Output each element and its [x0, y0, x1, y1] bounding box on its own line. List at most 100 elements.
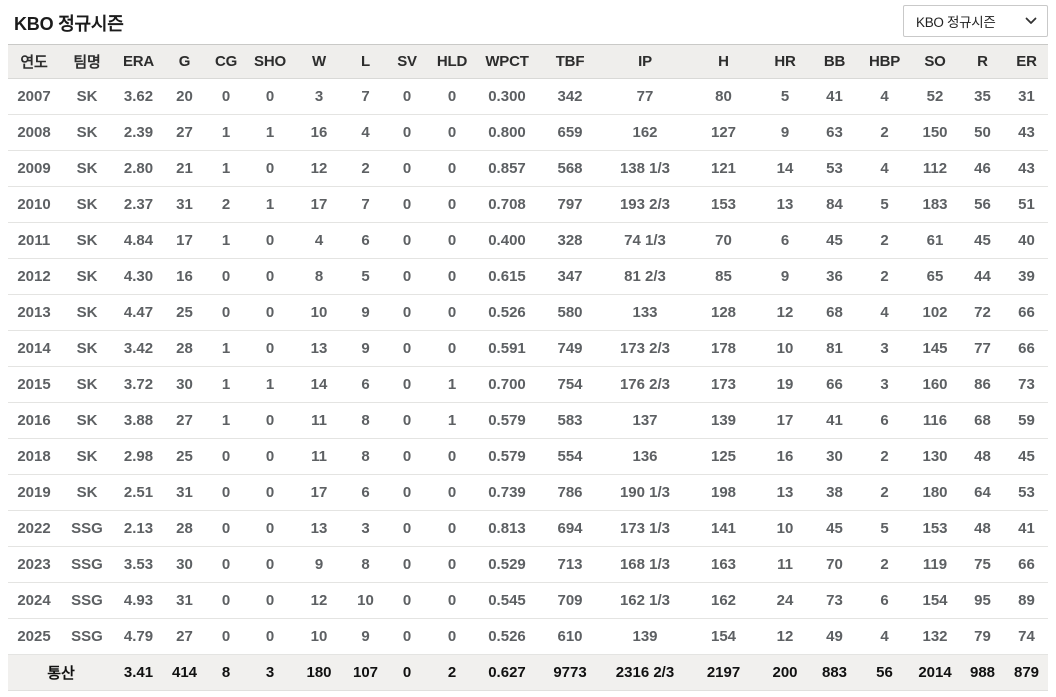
career-total-cell: 883 [810, 654, 859, 691]
stat-cell: 0 [387, 510, 427, 547]
stat-cell: 2.51 [114, 474, 163, 511]
column-header-wpct: WPCT [477, 44, 537, 79]
stat-cell: 70 [687, 222, 760, 259]
stat-cell: 1 [427, 402, 477, 439]
season-row-2023: 2023 SSG 3.53 30 0 0 9 8 0 0 0.529 713 168 1/3 163 11 7… [8, 546, 1048, 583]
stat-cell: 1 [206, 114, 246, 151]
stat-cell: 0.800 [477, 114, 537, 151]
stat-cell: 14 [294, 366, 344, 403]
stat-cell: 89 [1005, 582, 1048, 619]
career-total-cell: 3.41 [114, 654, 163, 691]
stat-cell: 2015 [8, 366, 60, 403]
stat-cell: 2 [859, 474, 910, 511]
stat-cell: 1 [206, 150, 246, 187]
stat-cell: 81 2/3 [603, 258, 687, 295]
stat-cell: 52 [910, 78, 960, 115]
stat-cell: 190 1/3 [603, 474, 687, 511]
season-row-2012: 2012 SK 4.30 16 0 0 8 5 0 0 0.615 347 81 2/3 85 9 36 2 65… [8, 258, 1048, 295]
stat-cell: 0.526 [477, 618, 537, 655]
stat-cell: 48 [960, 510, 1005, 547]
stat-cell: 9 [344, 330, 387, 367]
stat-cell: SK [60, 474, 114, 511]
stat-cell: 0 [206, 258, 246, 295]
stat-cell: 12 [294, 582, 344, 619]
season-dropdown[interactable]: KBO 정규시즌 [903, 5, 1048, 37]
stat-cell: 8 [344, 438, 387, 475]
stat-cell: 74 1/3 [603, 222, 687, 259]
stat-cell: 0 [387, 402, 427, 439]
stat-cell: 28 [163, 510, 206, 547]
stat-cell: 0 [246, 474, 294, 511]
stat-cell: 45 [960, 222, 1005, 259]
stat-cell: 0.813 [477, 510, 537, 547]
stat-cell: 568 [537, 150, 603, 187]
stat-cell: 13 [294, 510, 344, 547]
stat-cell: 0 [427, 222, 477, 259]
stat-cell: 0 [206, 510, 246, 547]
stat-cell: 112 [910, 150, 960, 187]
stat-cell: SSG [60, 582, 114, 619]
stat-cell: 10 [344, 582, 387, 619]
stat-cell: 2 [859, 438, 910, 475]
stat-cell: 0 [206, 582, 246, 619]
stat-cell: 1 [427, 366, 477, 403]
stat-cell: 0 [387, 258, 427, 295]
stat-cell: 13 [294, 330, 344, 367]
season-stats-table: 연도 팀명 ERA G CG SHO W L SV HLD WPCT TBF IP H HR BB HBP SO R… [8, 44, 1048, 691]
stat-cell: 137 [603, 402, 687, 439]
stat-cell: 4 [859, 618, 910, 655]
stat-cell: 14 [760, 150, 810, 187]
column-header-cg: CG [206, 44, 246, 79]
stat-cell: 12 [760, 294, 810, 331]
stat-cell: 35 [960, 78, 1005, 115]
stat-cell: 45 [1005, 438, 1048, 475]
career-total-cell: 56 [859, 654, 910, 691]
season-row-2019: 2019 SK 2.51 31 0 0 17 6 0 0 0.739 786 190 1/3 198 13 3… [8, 474, 1048, 511]
stat-cell: 4.93 [114, 582, 163, 619]
stat-cell: 2016 [8, 402, 60, 439]
stat-cell: 127 [687, 114, 760, 151]
stat-cell: 193 2/3 [603, 186, 687, 223]
stats-table-body: 2007 SK 3.62 20 0 0 3 7 0 0 0.300 342 77 80 5 41 4 52 35 31… [8, 78, 1048, 691]
career-total-cell: 107 [344, 654, 387, 691]
stat-cell: 77 [960, 330, 1005, 367]
column-header-h: H [687, 44, 760, 79]
stat-cell: 136 [603, 438, 687, 475]
column-header-tbf: TBF [537, 44, 603, 79]
stat-cell: 709 [537, 582, 603, 619]
stat-cell: 5 [859, 186, 910, 223]
stat-cell: 0 [427, 258, 477, 295]
stat-cell: 2 [859, 546, 910, 583]
stat-cell: 9 [344, 618, 387, 655]
stat-cell: 20 [163, 78, 206, 115]
stat-cell: 17 [294, 474, 344, 511]
stat-cell: SSG [60, 546, 114, 583]
stat-cell: 3 [859, 366, 910, 403]
stat-cell: 178 [687, 330, 760, 367]
stat-cell: 66 [1005, 330, 1048, 367]
column-header-l: L [344, 44, 387, 79]
stat-cell: 4 [344, 114, 387, 151]
season-row-2025: 2025 SSG 4.79 27 0 0 10 9 0 0 0.526 610 139 154 12 49 4 1… [8, 618, 1048, 655]
stat-cell: 2025 [8, 618, 60, 655]
career-total-cell: 2014 [910, 654, 960, 691]
stat-cell: 45 [810, 510, 859, 547]
stat-cell: 0.708 [477, 186, 537, 223]
stat-cell: 2024 [8, 582, 60, 619]
stat-cell: 2.80 [114, 150, 163, 187]
stat-cell: 102 [910, 294, 960, 331]
stat-cell: 25 [163, 294, 206, 331]
stat-cell: 0.615 [477, 258, 537, 295]
season-row-2018: 2018 SK 2.98 25 0 0 11 8 0 0 0.579 554 136 125 16 30 2 13… [8, 438, 1048, 475]
stat-cell: 1 [206, 330, 246, 367]
stat-cell: 121 [687, 150, 760, 187]
stat-cell: 9 [344, 294, 387, 331]
column-header-팀명: 팀명 [60, 44, 114, 79]
stats-table-header: 연도 팀명 ERA G CG SHO W L SV HLD WPCT TBF IP H HR BB HBP SO R… [8, 44, 1048, 79]
stat-cell: 176 2/3 [603, 366, 687, 403]
career-total-row: 통산 3.41 414 8 3 180 107 0 2 0.627 9773 2316 2/3 2197… [8, 654, 1048, 691]
stat-cell: 9 [760, 258, 810, 295]
stat-cell: 0 [427, 294, 477, 331]
stat-cell: 11 [294, 438, 344, 475]
stat-cell: 61 [910, 222, 960, 259]
